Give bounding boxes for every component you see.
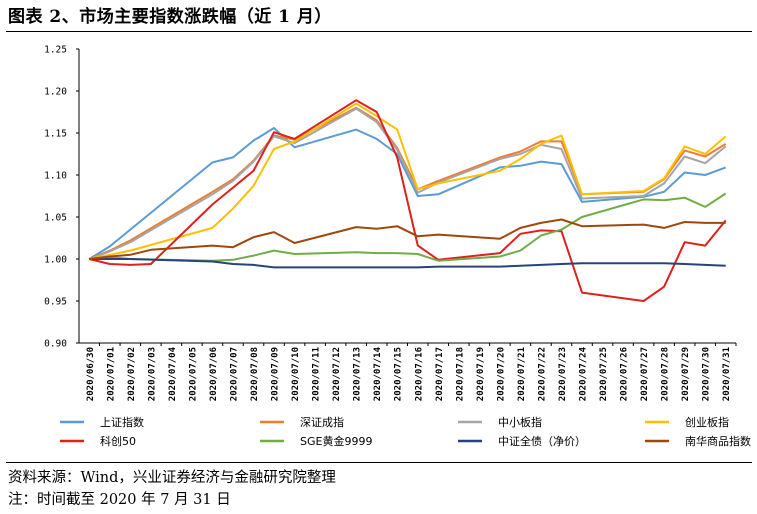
legend-item: 上证指数 <box>60 415 144 429</box>
series-line <box>88 107 727 260</box>
legend-label: 上证指数 <box>100 415 144 429</box>
y-axis: 0.90 0.95 1.00 1.05 1.10 1.15 1.20 1.25 <box>44 45 80 350</box>
legend-label: 中小板指 <box>498 415 542 429</box>
x-tick-label: 2020/07/17 <box>435 347 445 401</box>
x-tick-label: 2020/07/26 <box>620 347 630 401</box>
x-tick-label: 2020/07/09 <box>271 347 281 401</box>
x-tick-label: 2020/07/05 <box>188 347 198 401</box>
series-line <box>89 102 727 260</box>
x-tick-label: 2020/07/06 <box>209 347 219 401</box>
legend-item: SGE黄金9999 <box>260 434 372 448</box>
x-tick-label: 2020/07/24 <box>579 346 589 401</box>
y-tick-label: 1.05 <box>44 213 67 224</box>
y-tick-label: 0.95 <box>44 297 67 308</box>
legend-label: 深证成指 <box>300 415 344 429</box>
x-tick-label: 2020/07/10 <box>291 347 301 401</box>
x-tick-label: 2020/07/31 <box>722 347 732 401</box>
y-tick-label: 1.10 <box>44 171 67 182</box>
x-tick-label: 2020/07/01 <box>106 347 116 401</box>
x-tick-label: 2020/07/12 <box>332 347 342 401</box>
x-tick-label: 2020/07/07 <box>229 347 239 401</box>
x-tick-label: 2020/07/25 <box>599 347 609 401</box>
x-tick-label: 2020/06/30 <box>86 347 96 401</box>
x-tick-label: 2020/07/18 <box>455 347 465 401</box>
y-tick-label: 1.00 <box>44 255 67 266</box>
x-tick-label: 2020/07/19 <box>476 347 486 401</box>
title-underline <box>6 31 752 32</box>
y-tick-label: 1.15 <box>44 129 67 140</box>
legend-label: 科创50 <box>100 434 136 448</box>
legend-label: 南华商品指数 <box>685 434 751 448</box>
legend-item: 创业板指 <box>645 415 729 429</box>
legend-label: 中证全债（净价） <box>498 434 586 448</box>
legend-item: 深证成指 <box>260 415 344 429</box>
x-tick-label: 2020/07/27 <box>640 347 650 401</box>
legend-item: 科创50 <box>60 434 136 448</box>
x-tick-label: 2020/07/22 <box>537 347 547 401</box>
x-tick-label: 2020/07/21 <box>517 347 527 401</box>
source-note: 资料来源：Wind，兴业证券经济与金融研究院整理 <box>8 470 336 486</box>
series-line <box>89 192 727 262</box>
series-line <box>89 218 726 260</box>
date-note: 注：时间截至 2020 年 7 月 31 日 <box>8 492 231 508</box>
x-tick-label: 2020/07/15 <box>394 347 404 401</box>
series-line <box>89 99 727 302</box>
x-tick-label: 2020/07/14 <box>373 346 383 401</box>
legend-item: 中证全债（净价） <box>458 434 586 448</box>
x-tick-label: 2020/07/11 <box>312 347 322 401</box>
series-layer <box>88 99 727 302</box>
x-tick-label: 2020/07/04 <box>168 346 178 401</box>
x-tick-label: 2020/07/13 <box>353 347 363 401</box>
x-axis: 2020/06/30 2020/07/01 2020/07/02 2020/07/03… <box>79 342 737 401</box>
x-tick-label: 2020/07/30 <box>702 347 712 401</box>
figure-title: 图表 2、市场主要指数涨跌幅（近 1 月） <box>8 7 332 27</box>
x-tick-label: 2020/07/28 <box>661 347 671 401</box>
y-tick-label: 0.90 <box>44 339 67 350</box>
footer-rule <box>6 462 752 463</box>
series-line <box>88 127 727 260</box>
series-line <box>89 258 726 269</box>
x-tick-label: 2020/07/29 <box>681 347 691 401</box>
y-tick-label: 1.25 <box>44 45 67 56</box>
x-tick-label: 2020/07/03 <box>147 347 157 401</box>
legend-item: 中小板指 <box>458 415 542 429</box>
x-tick-label: 2020/07/08 <box>250 347 260 401</box>
legend-label: 创业板指 <box>685 415 729 429</box>
x-tick-label: 2020/07/23 <box>558 347 568 401</box>
x-tick-label: 2020/07/02 <box>127 347 137 401</box>
x-tick-label: 2020/07/16 <box>414 347 424 401</box>
legend-label: SGE黄金9999 <box>300 434 372 448</box>
line-chart: 0.90 0.95 1.00 1.05 1.10 1.15 1.20 1.25 2020/06… <box>44 45 751 449</box>
legend-item: 南华商品指数 <box>645 434 751 448</box>
x-tick-label: 2020/07/20 <box>496 347 506 401</box>
y-tick-label: 1.20 <box>44 87 67 98</box>
